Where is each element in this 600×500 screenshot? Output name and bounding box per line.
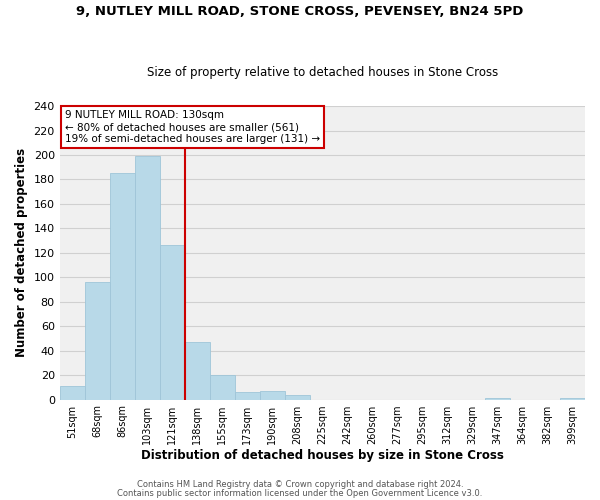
Bar [235,392,260,400]
Text: Contains public sector information licensed under the Open Government Licence v3: Contains public sector information licen… [118,488,482,498]
X-axis label: Distribution of detached houses by size in Stone Cross: Distribution of detached houses by size … [141,450,504,462]
Bar [85,282,110,400]
Bar [210,375,235,400]
Text: 9, NUTLEY MILL ROAD, STONE CROSS, PEVENSEY, BN24 5PD: 9, NUTLEY MILL ROAD, STONE CROSS, PEVENS… [76,5,524,18]
Bar [560,398,585,400]
Bar [110,174,135,400]
Text: 9 NUTLEY MILL ROAD: 130sqm
← 80% of detached houses are smaller (561)
19% of sem: 9 NUTLEY MILL ROAD: 130sqm ← 80% of deta… [65,110,320,144]
Bar [160,246,185,400]
Bar [59,386,85,400]
Text: Contains HM Land Registry data © Crown copyright and database right 2024.: Contains HM Land Registry data © Crown c… [137,480,463,489]
Y-axis label: Number of detached properties: Number of detached properties [15,148,28,358]
Bar [185,342,210,400]
Bar [285,394,310,400]
Bar [135,156,160,400]
Bar [260,391,285,400]
Bar [485,398,510,400]
Title: Size of property relative to detached houses in Stone Cross: Size of property relative to detached ho… [147,66,498,78]
